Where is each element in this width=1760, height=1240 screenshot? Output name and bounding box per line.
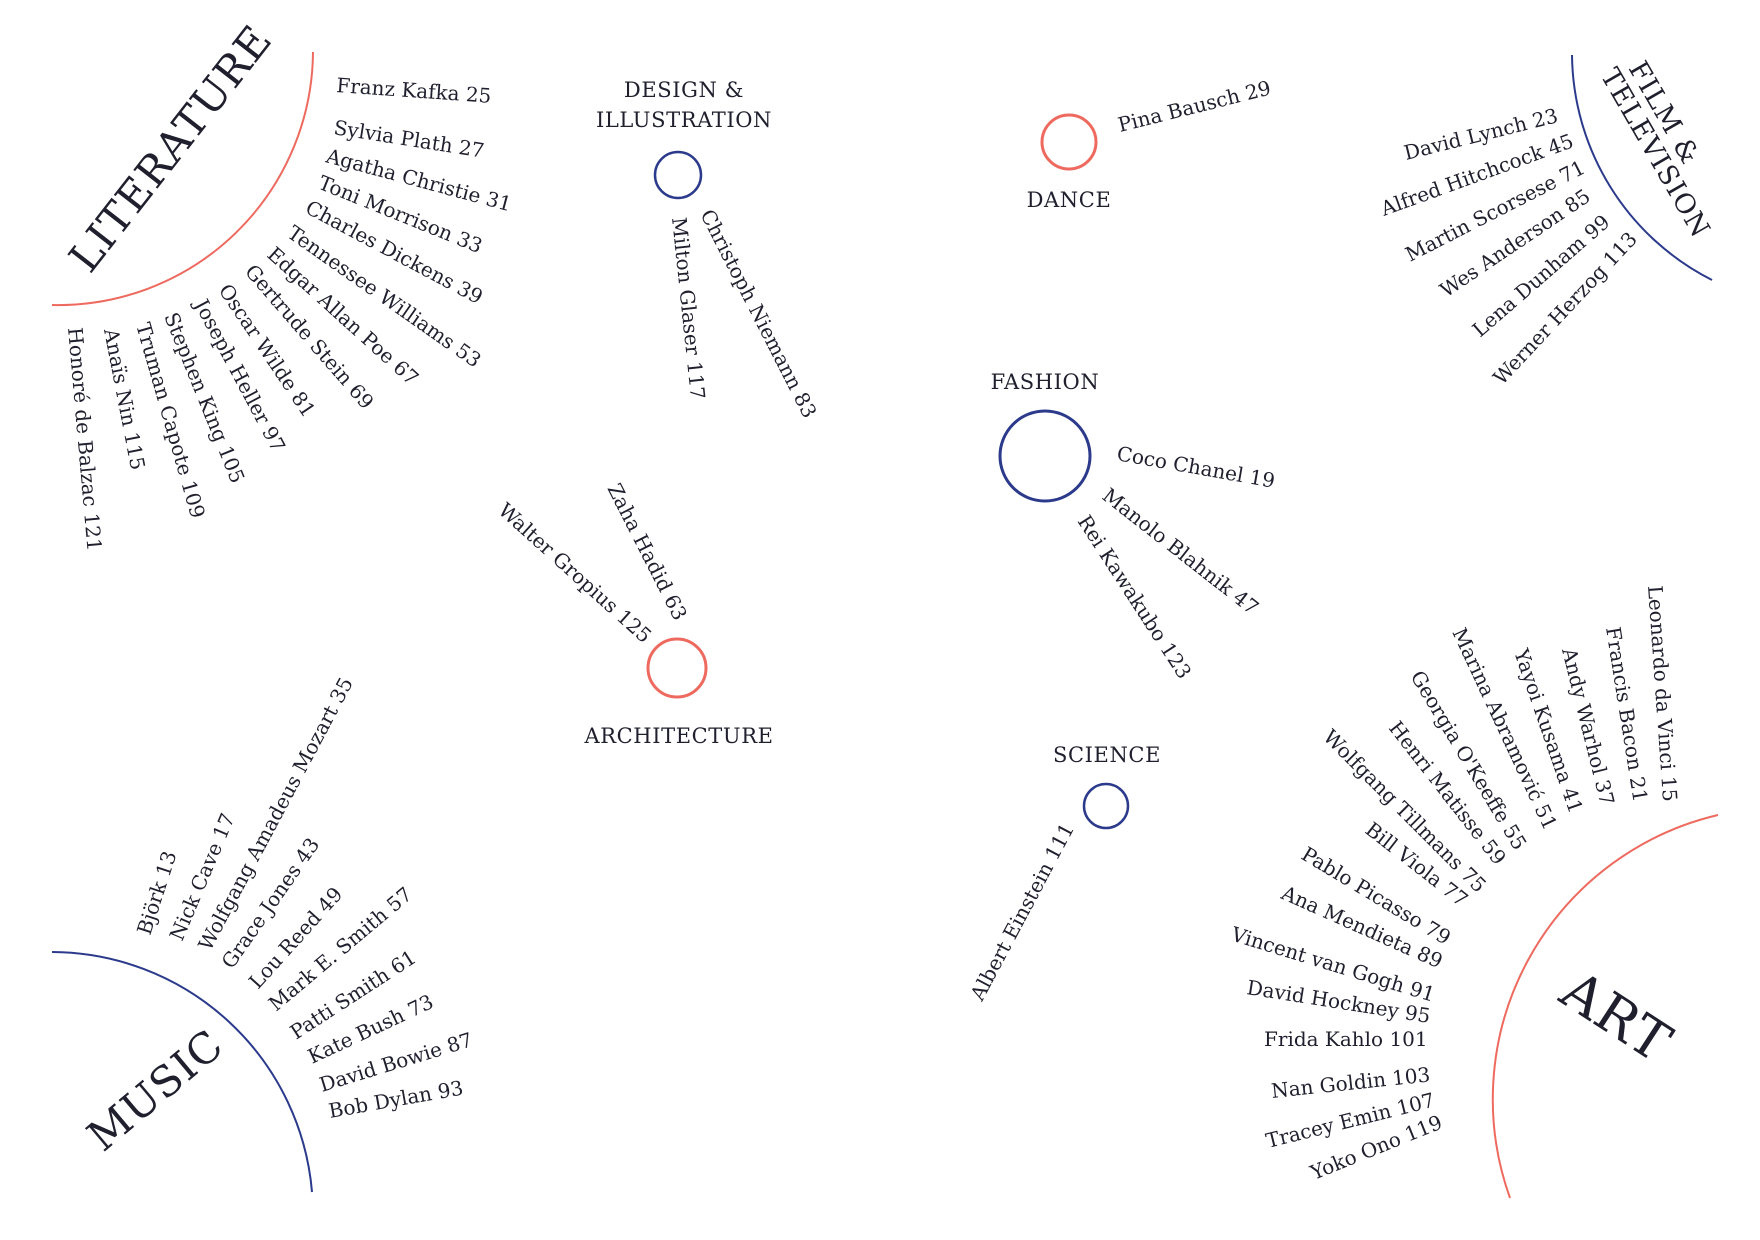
- design-label-line2: ILLUSTRATION: [596, 108, 772, 132]
- design-label-line1: DESIGN &: [624, 78, 744, 102]
- film-arc: [1571, 54, 1713, 281]
- fashion-circle: [998, 409, 1092, 503]
- science-label: SCIENCE: [1053, 743, 1161, 767]
- fashion-label: FASHION: [991, 370, 1100, 394]
- literature-arc: [51, 51, 314, 307]
- architecture-circle: [646, 637, 708, 699]
- fashion-name: Coco Chanel 19: [1115, 441, 1277, 492]
- music-label: MUSIC: [78, 1020, 233, 1161]
- design-name: Christoph Niemann 83: [696, 205, 822, 421]
- design-name: Milton Glaser 117: [667, 216, 710, 401]
- science-circle: [1082, 782, 1130, 830]
- literature-name: Franz Kafka 25: [336, 73, 493, 108]
- dance-label: DANCE: [1027, 188, 1112, 212]
- dance-circle: [1040, 113, 1098, 171]
- music-arc: [51, 951, 313, 1193]
- literature-name: Honoré de Balzac 121: [63, 326, 106, 552]
- art-name: Leonardo da Vinci 15: [1643, 585, 1682, 803]
- architecture-label: ARCHITECTURE: [583, 724, 773, 748]
- art-arc: [1491, 814, 1719, 1199]
- design-circle: [653, 150, 703, 200]
- art-label: ART: [1549, 958, 1683, 1076]
- dance-name: Pina Bausch 29: [1115, 76, 1273, 137]
- literature-label: LITERATURE: [59, 16, 281, 281]
- art-name: Frida Kahlo 101: [1264, 1027, 1428, 1051]
- science-name: Albert Einstein 111: [965, 819, 1079, 1005]
